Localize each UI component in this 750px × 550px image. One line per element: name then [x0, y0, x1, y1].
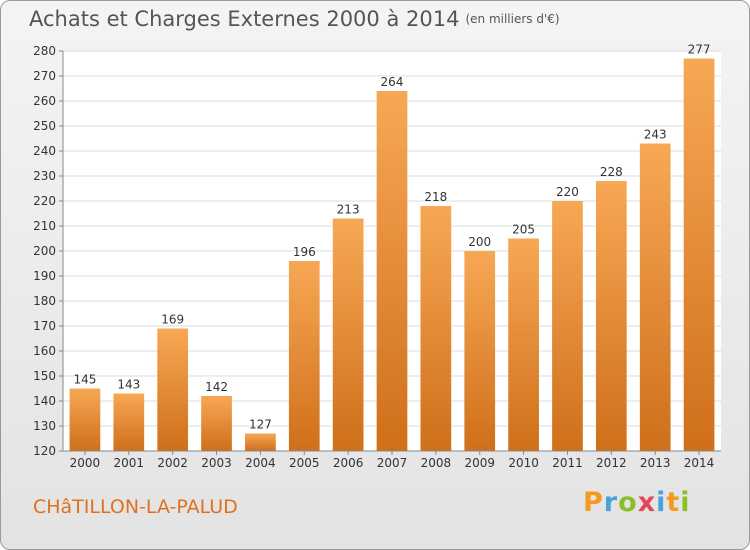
y-tick-label: 130 [33, 419, 56, 433]
data-label: 205 [512, 223, 535, 237]
x-tick-label: 2000 [70, 456, 101, 470]
y-tick-label: 210 [33, 219, 56, 233]
bar [332, 218, 364, 451]
data-label: 218 [424, 190, 447, 204]
data-label: 213 [337, 203, 360, 217]
bar [69, 388, 101, 451]
bar [508, 238, 539, 451]
bar [113, 393, 145, 451]
data-label: 169 [161, 313, 184, 327]
x-tick-label: 2007 [377, 456, 408, 470]
x-tick-label: 2006 [333, 456, 364, 470]
x-tick-label: 2008 [421, 456, 452, 470]
x-tick-label: 2012 [596, 456, 627, 470]
chart-title: Achats et Charges Externes 2000 à 2014 (e… [29, 7, 560, 31]
bar [201, 396, 232, 451]
y-tick-label: 230 [33, 169, 56, 183]
data-label: 200 [468, 235, 491, 249]
y-tick-label: 140 [33, 394, 56, 408]
data-label: 243 [644, 128, 667, 142]
x-tick-label: 2013 [640, 456, 671, 470]
x-tick-label: 2001 [114, 456, 145, 470]
bar [245, 433, 276, 451]
y-tick-label: 250 [33, 119, 56, 133]
x-tick-label: 2009 [464, 456, 495, 470]
data-label: 142 [205, 380, 228, 394]
bar [420, 206, 452, 451]
x-tick-label: 2011 [552, 456, 583, 470]
data-label: 196 [293, 245, 316, 259]
bar [595, 181, 627, 451]
data-label: 277 [688, 43, 711, 57]
bar [157, 328, 189, 451]
bar [639, 143, 671, 451]
bar [552, 201, 583, 451]
chart-title-text: Achats et Charges Externes 2000 à 2014 [29, 7, 460, 31]
y-tick-label: 200 [33, 244, 56, 258]
x-tick-label: 2010 [508, 456, 539, 470]
data-label: 127 [249, 418, 272, 432]
y-tick-label: 280 [33, 44, 56, 58]
chart-unit-label: (en milliers d'€) [465, 12, 560, 26]
y-tick-label: 150 [33, 369, 56, 383]
bar [288, 261, 320, 451]
y-tick-label: 180 [33, 294, 56, 308]
y-tick-label: 270 [33, 69, 56, 83]
y-tick-label: 160 [33, 344, 56, 358]
x-tick-label: 2002 [157, 456, 188, 470]
data-label: 143 [117, 378, 140, 392]
y-tick-label: 120 [33, 444, 56, 458]
city-name: CHâTILLON-LA-PALUD [33, 496, 238, 518]
x-tick-label: 2004 [245, 456, 276, 470]
bar [376, 91, 408, 451]
data-label: 220 [556, 185, 579, 199]
bar [464, 251, 496, 451]
x-tick-label: 2014 [684, 456, 715, 470]
y-tick-label: 190 [33, 269, 56, 283]
y-tick-label: 240 [33, 144, 56, 158]
x-tick-label: 2003 [201, 456, 232, 470]
x-tick-label: 2005 [289, 456, 320, 470]
data-label: 228 [600, 165, 623, 179]
proxiti-logo: Proxiti [583, 487, 691, 518]
bar [683, 58, 715, 451]
y-tick-label: 170 [33, 319, 56, 333]
y-tick-label: 220 [33, 194, 56, 208]
data-label: 145 [73, 373, 96, 387]
data-label: 264 [381, 75, 404, 89]
y-tick-label: 260 [33, 94, 56, 108]
